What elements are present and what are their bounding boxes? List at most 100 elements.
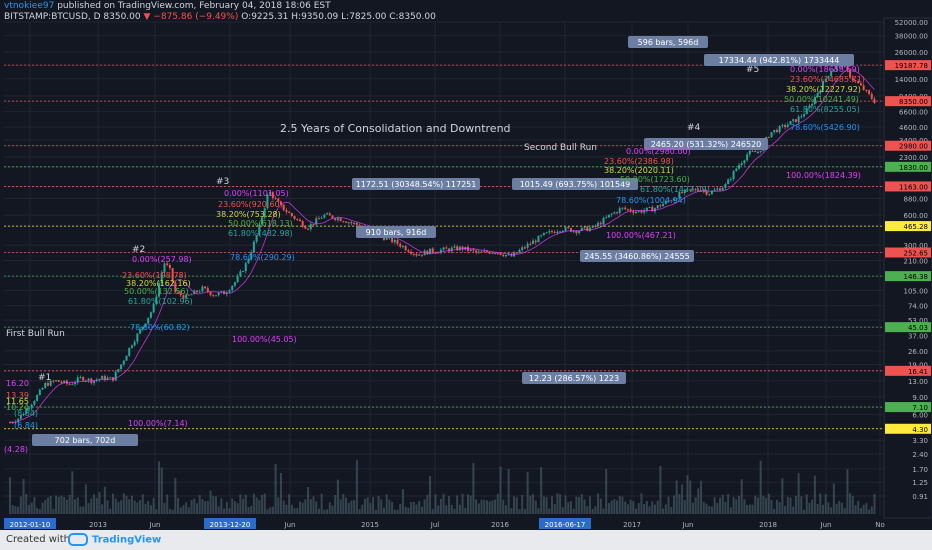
candle-body xyxy=(616,212,619,214)
candle-body xyxy=(87,378,90,381)
price-tag xyxy=(885,60,931,71)
candle-body xyxy=(477,251,480,253)
candle-body xyxy=(556,231,559,233)
measure-box xyxy=(32,434,138,446)
volume-bar xyxy=(252,493,255,514)
volume-bar xyxy=(296,507,299,514)
volume-bar xyxy=(599,498,602,514)
candle-body xyxy=(564,227,567,231)
volume-bar xyxy=(686,475,689,514)
x-tick-label: Jun xyxy=(149,521,161,529)
candle-body xyxy=(25,408,28,414)
price-chart[interactable]: 52000.00 38000.00 26000.00 19187.78 14000.00… xyxy=(0,0,932,530)
candle-body xyxy=(561,230,564,232)
candle-body xyxy=(233,282,236,286)
candle-body xyxy=(637,210,640,212)
candle-body xyxy=(263,208,266,218)
volume-bar xyxy=(27,504,30,514)
volume-bar xyxy=(485,500,488,514)
author-name[interactable]: vtnokiee97 xyxy=(4,1,55,11)
candle-body xyxy=(656,205,659,209)
candle-body xyxy=(559,231,562,233)
candle-body xyxy=(548,231,551,233)
fib-level-label: 50.00%(1723.60) xyxy=(620,175,690,184)
volume-bar xyxy=(849,493,852,514)
candle-body xyxy=(483,250,486,252)
measure-box xyxy=(512,178,638,190)
x-tick-label: 2016-06-17 xyxy=(545,521,586,529)
candle-body xyxy=(171,268,174,283)
volume-bar xyxy=(323,509,326,514)
candle-body xyxy=(727,179,730,185)
volume-bar xyxy=(583,499,586,514)
candle-body xyxy=(242,271,245,273)
volume-bar xyxy=(109,508,112,514)
candle-body xyxy=(700,190,703,192)
volume-bar xyxy=(748,504,751,514)
y-tick-label: 1.70 xyxy=(912,466,928,474)
candle-body xyxy=(732,171,735,180)
candle-body xyxy=(813,97,816,104)
volume-bar xyxy=(643,504,646,514)
volume-bar xyxy=(556,493,559,514)
volume-bar xyxy=(19,496,22,514)
y-tick-label: 0.91 xyxy=(912,493,928,501)
candle-body xyxy=(521,247,524,251)
volume-bar xyxy=(488,501,491,514)
measure-label: 596 bars, 596d xyxy=(638,38,699,47)
fib-level-label: 0.00%(2980.00) xyxy=(626,147,691,156)
volume-bar xyxy=(602,508,605,514)
candle-body xyxy=(496,253,499,255)
volume-bar xyxy=(710,506,713,514)
volume-bar xyxy=(569,501,572,514)
candle-body xyxy=(393,239,396,243)
volume-bar xyxy=(55,495,58,514)
volume-bar xyxy=(133,500,136,514)
volume-bar xyxy=(168,508,171,514)
candle-body xyxy=(68,383,71,385)
y-tick-label: 14000.00 xyxy=(895,76,928,84)
candle-body xyxy=(599,222,602,225)
volume-bar xyxy=(448,496,451,514)
volume-bar xyxy=(819,493,822,514)
volume-bar xyxy=(372,497,375,514)
measure-box xyxy=(580,250,694,262)
candle-body xyxy=(773,129,776,133)
candle-body xyxy=(681,192,684,194)
annotation-text: 2.5 Years of Consolidation and Downtrend xyxy=(280,122,511,135)
candle-body xyxy=(480,251,483,253)
volume-bar xyxy=(410,501,413,514)
candle-body xyxy=(71,384,74,386)
candle-body xyxy=(282,204,285,211)
volume-bar xyxy=(87,503,90,514)
volume-bar xyxy=(380,499,383,514)
candle-body xyxy=(694,189,697,191)
candle-body xyxy=(651,206,654,212)
volume-bar xyxy=(678,494,681,514)
candle-body xyxy=(114,371,117,381)
volume-bar xyxy=(377,495,380,514)
candle-body xyxy=(231,285,234,291)
candle-body xyxy=(770,132,773,138)
candle-body xyxy=(407,250,410,252)
price-tag xyxy=(885,247,931,258)
volume-bar xyxy=(171,509,174,514)
candle-body xyxy=(572,230,575,232)
last-price: 8350.00 xyxy=(103,12,141,22)
volume-bar xyxy=(220,498,223,514)
symbol: BITSTAMP:BTCUSD, D xyxy=(4,12,101,22)
candle-body xyxy=(9,422,11,424)
volume-bar xyxy=(564,495,567,514)
price-tag-label: 19187.78 xyxy=(895,62,928,70)
volume-bar xyxy=(336,479,339,514)
volume-bar xyxy=(499,466,502,514)
volume-bar xyxy=(60,495,63,514)
annotation-text: #3 xyxy=(216,177,229,187)
volume-bar xyxy=(101,504,104,514)
candle-body xyxy=(277,198,280,202)
fib-level-label: 38.20%(753.28) xyxy=(216,210,281,219)
candle-body xyxy=(618,208,621,213)
tradingview-brand[interactable]: TradingView xyxy=(68,533,161,546)
volume-bar xyxy=(393,509,396,514)
volume-bar xyxy=(144,503,147,514)
